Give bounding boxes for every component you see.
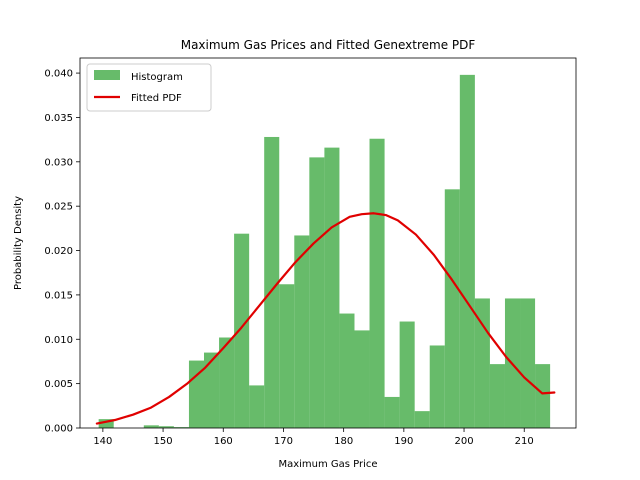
fitted-pdf-line <box>95 212 556 425</box>
histogram-bar <box>324 147 340 428</box>
histogram-bar <box>369 138 385 429</box>
fitted-pdf-curve <box>95 212 556 425</box>
x-tick-label: 180 <box>334 436 353 447</box>
histogram-bar <box>143 425 159 428</box>
x-tick-label: 140 <box>93 436 112 447</box>
legend-histogram-swatch <box>94 70 120 80</box>
histogram-bar <box>444 189 460 428</box>
histogram-bar <box>219 337 235 428</box>
legend: Histogram Fitted PDF <box>86 63 212 112</box>
plot-area-frame <box>79 57 577 429</box>
histogram-bar <box>173 427 189 428</box>
x-tick-label: 190 <box>394 436 413 447</box>
y-tick-label: 0.010 <box>44 335 73 346</box>
histogram-bar <box>234 233 250 428</box>
histogram-bar <box>264 136 280 428</box>
histogram-bar <box>399 321 415 428</box>
y-axis-ticks: 0.000 0.005 0.010 0.015 0.020 0.025 0.030 0.035… <box>44 69 80 435</box>
legend-fitted-pdf-label: Fitted PDF <box>131 93 182 104</box>
histogram-bar <box>294 235 310 428</box>
y-tick-label: 0.000 <box>44 424 73 435</box>
y-tick-label: 0.005 <box>44 379 73 390</box>
y-tick-label: 0.015 <box>44 290 73 301</box>
x-tick-label: 170 <box>274 436 293 447</box>
y-axis-label: Probability Density <box>13 196 24 290</box>
histogram-bar <box>459 74 475 429</box>
x-axis-ticks: 140 150 160 170 180 190 200 210 <box>93 428 534 447</box>
legend-histogram-label: Histogram <box>131 72 183 83</box>
histogram-bar <box>429 345 445 428</box>
histogram-bar <box>535 364 551 428</box>
x-tick-label: 200 <box>454 436 473 447</box>
x-tick-label: 160 <box>214 436 233 447</box>
histogram-bar <box>384 396 400 428</box>
histogram-bar <box>98 419 114 428</box>
histogram-bars <box>98 74 551 429</box>
histogram-bar <box>279 284 295 428</box>
y-tick-label: 0.035 <box>44 113 73 124</box>
x-tick-label: 150 <box>154 436 173 447</box>
histogram-bar <box>520 298 536 428</box>
x-tick-label: 210 <box>515 436 534 447</box>
y-tick-label: 0.030 <box>44 157 73 168</box>
histogram-bar <box>489 364 505 428</box>
histogram-bar <box>414 411 430 428</box>
histogram-bar <box>309 157 325 428</box>
histogram-bar <box>204 352 220 428</box>
y-tick-label: 0.020 <box>44 246 73 257</box>
histogram-bar <box>158 426 174 428</box>
y-tick-label: 0.040 <box>44 69 73 80</box>
histogram-bar <box>249 385 265 428</box>
x-axis-label: Maximum Gas Price <box>278 459 377 470</box>
y-tick-label: 0.025 <box>44 202 73 213</box>
histogram-bar <box>339 313 355 428</box>
chart-title: Maximum Gas Prices and Fitted Genextreme… <box>181 38 476 52</box>
histogram-bar <box>354 330 370 428</box>
